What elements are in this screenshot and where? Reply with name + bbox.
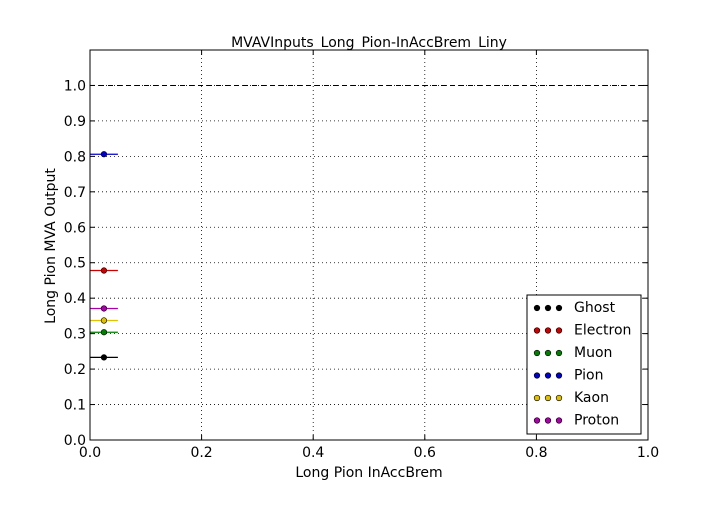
legend-entry-proton: Proton xyxy=(574,413,619,429)
legend-marker xyxy=(555,372,563,379)
data-point-ghost xyxy=(100,354,108,361)
y-tick-label: 0.5 xyxy=(64,256,86,272)
data-points xyxy=(90,151,118,361)
chart-title: MVAVInputs_Long_Pion-InAccBrem_Liny xyxy=(231,35,507,51)
legend-marker xyxy=(555,394,563,402)
data-point-muon xyxy=(100,329,108,336)
legend-marker xyxy=(544,349,552,357)
legend-entry-muon: Muon xyxy=(574,345,612,361)
data-point-kaon xyxy=(100,317,108,324)
data-point-proton xyxy=(100,305,108,312)
legend-marker xyxy=(544,372,552,379)
legend-marker xyxy=(544,394,552,402)
legend-marker xyxy=(533,349,541,357)
legend-entry-electron: Electron xyxy=(574,323,631,339)
legend-marker xyxy=(533,394,541,402)
y-tick-label: 0.3 xyxy=(64,327,86,343)
x-tick-label: 0.8 xyxy=(525,445,547,461)
y-axis-label: Long Pion MVA Output xyxy=(43,168,59,324)
y-tick-label: 1.0 xyxy=(64,78,86,94)
y-tick-label: 0.9 xyxy=(64,114,86,130)
legend-marker xyxy=(533,417,541,424)
legend-marker xyxy=(533,327,541,334)
x-tick-label: 0.6 xyxy=(414,445,436,461)
legend-entry-kaon: Kaon xyxy=(574,390,609,406)
data-point-pion xyxy=(100,151,108,158)
legend-marker xyxy=(533,304,541,312)
y-tick-label: 0.7 xyxy=(64,185,86,201)
legend-marker xyxy=(555,417,563,424)
y-tick-label: 0.1 xyxy=(64,398,86,414)
y-tick-label: 0.4 xyxy=(64,291,86,307)
legend-entry-pion: Pion xyxy=(574,368,603,384)
legend-marker xyxy=(544,304,552,312)
legend-marker xyxy=(555,327,563,334)
y-tick-label: 0.8 xyxy=(64,149,86,165)
legend-marker xyxy=(544,417,552,424)
x-tick-label: 0.4 xyxy=(302,445,324,461)
axis-ticks: 0.0 0.2 0.4 0.6 0.8 1.0 0.0 0.1 0.2 0.3 0.4 0.5 0.6 0… xyxy=(64,50,659,461)
plot-frame xyxy=(89,49,649,441)
y-tick-label: 0.2 xyxy=(64,362,86,378)
legend-entry-ghost: Ghost xyxy=(574,300,616,316)
legend: Ghost Electron Muon Pion Kaon Proton xyxy=(526,294,642,435)
legend-marker xyxy=(533,372,541,379)
legend-marker xyxy=(544,327,552,334)
y-tick-label: 0.0 xyxy=(64,433,86,449)
data-point-electron xyxy=(100,267,108,274)
legend-marker xyxy=(555,349,563,357)
y-tick-label: 0.6 xyxy=(64,220,86,236)
x-tick-label: 0.0 xyxy=(79,445,101,461)
x-tick-label: 1.0 xyxy=(637,445,659,461)
legend-marker xyxy=(555,304,563,312)
x-axis-label: Long Pion InAccBrem xyxy=(295,465,442,481)
legend-box xyxy=(526,294,642,435)
x-tick-label: 0.2 xyxy=(190,445,212,461)
